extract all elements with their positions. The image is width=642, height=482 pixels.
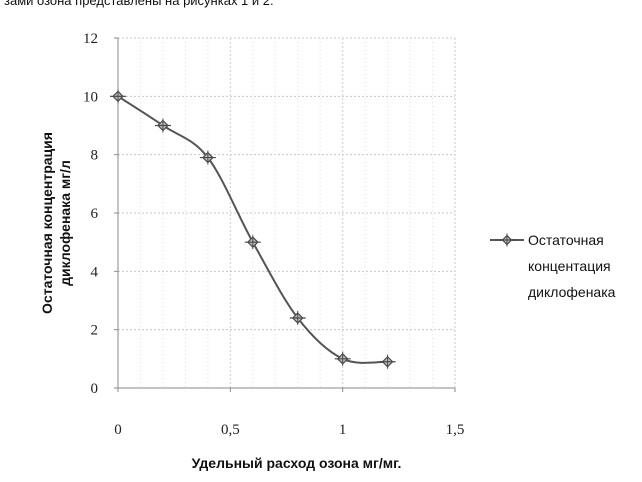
- data-point: [199, 150, 216, 165]
- x-axis-label: Удельный расход озона мг/мг.: [192, 455, 402, 471]
- grid: [118, 37, 456, 388]
- axis-labels: Удельный расход озона мг/мг. Остаточная к…: [39, 132, 401, 471]
- y-axis-label-line: Остаточная концентрация: [39, 132, 55, 314]
- legend-label-line: Остаточная: [528, 232, 604, 248]
- y-axis-label-line: диклофенака мг/л: [57, 160, 73, 286]
- x-tick-label: 0,5: [221, 422, 240, 438]
- x-tick-label: 1: [339, 422, 347, 438]
- data-point: [154, 118, 171, 133]
- y-tick-label: 8: [91, 148, 99, 164]
- legend: Остаточная концентация диклофенака: [490, 232, 616, 300]
- x-tick-label: 1,5: [446, 422, 465, 438]
- x-tick-label: 0: [114, 422, 122, 438]
- legend-label-line: диклофенака: [528, 284, 616, 300]
- data-point: [334, 351, 351, 366]
- page-text-line: зами озона представлены на рисунках 1 и …: [4, 0, 274, 8]
- y-tick-label: 0: [91, 381, 99, 397]
- y-tick-label: 12: [83, 31, 98, 47]
- y-tick-label: 2: [91, 323, 99, 339]
- legend-marker: [499, 233, 515, 247]
- y-axis-label: Остаточная концентрация диклофенака мг/л: [39, 132, 73, 314]
- data-point: [244, 235, 261, 250]
- legend-label-line: концентация: [528, 258, 611, 274]
- y-tick-label: 4: [91, 264, 99, 280]
- y-tick-label: 10: [83, 89, 98, 105]
- data-point: [289, 311, 306, 325]
- data-point: [110, 89, 126, 104]
- tick-labels: 0 2 4 6 8 10 12 0 0,5 1 1,5: [83, 31, 464, 438]
- y-tick-label: 6: [91, 206, 99, 222]
- data-point: [379, 354, 396, 369]
- series-group: [110, 89, 396, 369]
